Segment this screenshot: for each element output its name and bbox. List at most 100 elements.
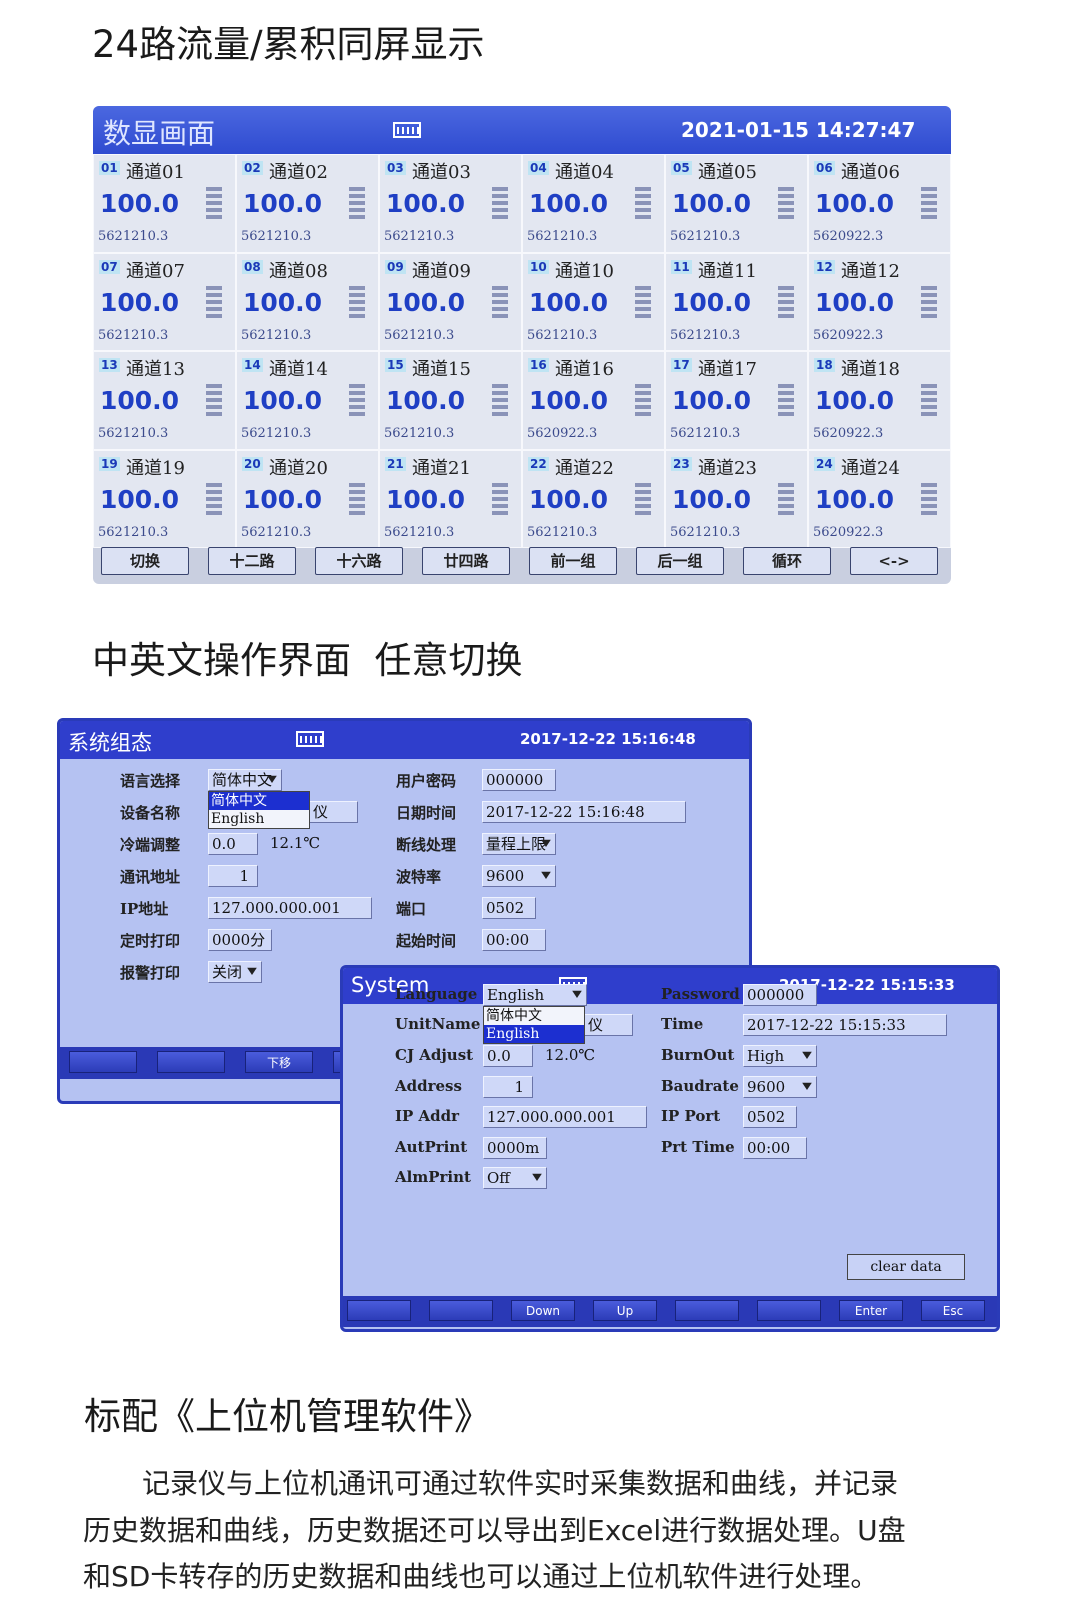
icon-stripe: [417, 127, 419, 134]
channel-value: 100.0: [529, 287, 609, 317]
channel-cell: 22 通道22 100.0 5621210.3: [522, 449, 665, 548]
bar-icon: [921, 208, 937, 212]
channel-cell: 08 通道08 100.0 5621210.3: [236, 252, 379, 351]
bar-icon: [921, 187, 937, 191]
button: 廿四路: [422, 547, 510, 575]
channel-total: 5621210.3: [527, 327, 598, 343]
channel-name: 通道23: [698, 457, 757, 479]
channel-number: 11: [671, 259, 692, 274]
bar-icon: [921, 496, 937, 501]
header-bar: [343, 968, 997, 1004]
bar-icon: [492, 187, 508, 191]
bar-icon: [635, 496, 651, 501]
bar-icon: [635, 208, 651, 212]
button: <->: [850, 547, 938, 575]
field-label: Language: [395, 985, 478, 1003]
button: 十二路: [208, 547, 296, 575]
config-screen-en: System 2017-12-22 15:15:33 Language English…: [340, 965, 1000, 1332]
channel-name: 通道08: [269, 260, 328, 282]
bar-icon: [206, 384, 222, 388]
bar-icon: [635, 201, 651, 205]
field-label: IP Port: [661, 1107, 721, 1125]
bar-icon: [778, 405, 794, 409]
field-label: 报警打印: [120, 964, 181, 982]
field-label: Time: [661, 1015, 704, 1033]
bar-icon: [206, 292, 222, 297]
field-value: 关闭: [208, 961, 262, 983]
screen-icon: [296, 731, 324, 747]
channel-number: 06: [814, 161, 835, 175]
field-label: Baudrate: [661, 1077, 739, 1095]
bar-icon: [206, 489, 222, 494]
field-value: 127.000.000.001: [483, 1106, 647, 1128]
bar-icon: [778, 510, 794, 515]
channel-name: 通道09: [412, 260, 471, 282]
bar-icon: [492, 384, 508, 388]
channel-number: 10: [528, 259, 549, 274]
channel-cell: 16 通道16 100.0 5620922.3: [522, 351, 665, 450]
bar-icon: [349, 292, 365, 297]
channel-cell: 12 通道12 100.0 5620922.3: [808, 252, 951, 351]
channel-value: 100.0: [815, 287, 895, 317]
channel-total: 5621210.3: [241, 229, 312, 244]
bar-icon: [206, 208, 222, 212]
bar-icon: [492, 496, 508, 501]
dropdown-arrow: [532, 1173, 542, 1181]
bar-icon: [921, 405, 937, 409]
channel-total: 5621210.3: [527, 524, 598, 540]
button: [69, 1051, 137, 1073]
dropdown-arrow: [541, 839, 551, 847]
channel-cell: 20 通道20 100.0 5621210.3: [236, 449, 379, 548]
bar-icon: [635, 405, 651, 409]
screen-title: System: [351, 973, 430, 997]
icon-stripe: [310, 736, 312, 743]
bar-icon: [778, 299, 794, 304]
bar-icon: [492, 405, 508, 409]
bar-icon: [206, 398, 222, 402]
bar-icon: [492, 391, 508, 395]
field-value: High: [743, 1045, 817, 1067]
field-label: 端口: [396, 900, 427, 918]
field-label: 通讯地址: [120, 868, 181, 886]
channel-value: 100.0: [100, 484, 180, 514]
channel-total: 5620922.3: [813, 426, 884, 441]
paragraph-line: 记录仪与上位机通讯可通过软件实时采集数据和曲线，并记录: [142, 1467, 899, 1500]
bar-icon: [492, 510, 508, 515]
channel-total: 5621210.3: [384, 229, 455, 244]
screen-title: 数显画面: [103, 117, 216, 150]
bar-icon: [206, 391, 222, 395]
bar-icon: [635, 482, 651, 487]
channel-value: 100.0: [529, 484, 609, 514]
dropdown-arrow: [541, 871, 551, 879]
bar-icon: [492, 313, 508, 318]
bar-icon: [635, 384, 651, 388]
bar-icon: [778, 285, 794, 290]
field-value: 000000: [482, 769, 556, 791]
icon-stripe: [315, 736, 317, 743]
field-value: 00:00: [482, 929, 546, 951]
bar-icon: [349, 299, 365, 304]
bar-icon: [921, 194, 937, 198]
channel-number: 07: [99, 259, 120, 274]
channel-total: 5621210.3: [384, 524, 455, 540]
channel-name: 通道15: [412, 359, 471, 380]
channel-total: 5621210.3: [670, 229, 741, 244]
field-value: Off: [483, 1167, 547, 1189]
channel-value: 100.0: [243, 189, 323, 218]
bar-icon: [778, 398, 794, 402]
channel-number: 20: [242, 456, 263, 471]
bar-icon: [778, 313, 794, 318]
channel-total: 5621210.3: [670, 426, 741, 441]
channel-number: 12: [814, 259, 835, 274]
field-label: 波特率: [396, 868, 442, 886]
bar-icon: [349, 391, 365, 395]
bar-icon: [349, 496, 365, 501]
channel-total: 5621210.3: [98, 327, 169, 343]
channel-value: 100.0: [672, 386, 752, 415]
button: 前一组: [529, 547, 617, 575]
section-title: 中英文操作界面 任意切换: [92, 639, 523, 682]
button: Enter: [839, 1300, 903, 1321]
channel-name: 通道01: [126, 162, 185, 183]
channel-cell: 07 通道07 100.0 5621210.3: [93, 252, 236, 351]
